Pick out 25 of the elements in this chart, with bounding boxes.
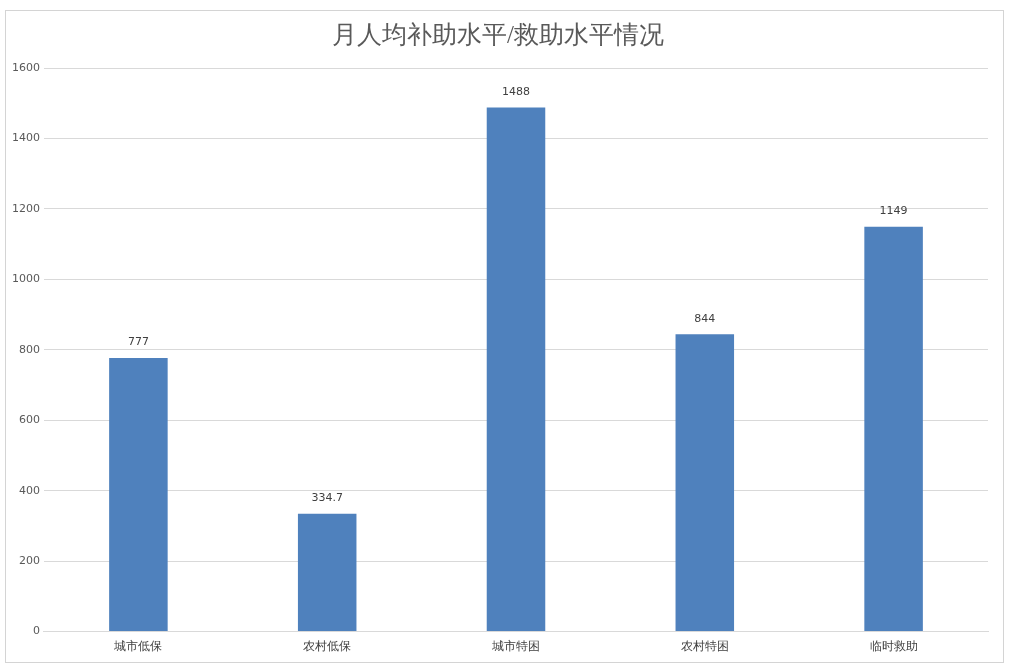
bar — [675, 334, 735, 632]
y-tick-label: 1400 — [11, 131, 40, 145]
x-tick-label: 临时救助 — [869, 638, 918, 653]
chart-title: 月人均补助水平/救助水平情况 — [332, 20, 664, 48]
y-tick-label: 0 — [32, 624, 40, 638]
x-tick-label: 城市特困 — [491, 638, 540, 653]
y-tick-label: 1000 — [11, 272, 40, 286]
bar — [486, 107, 546, 632]
data-label: 1488 — [502, 84, 530, 98]
x-tick-label: 农村特困 — [680, 638, 729, 653]
y-tick-label: 600 — [18, 413, 40, 427]
bar — [297, 513, 357, 632]
data-label: 1149 — [879, 204, 908, 218]
y-tick-label: 200 — [18, 554, 40, 568]
data-label: 777 — [127, 335, 149, 349]
y-tick-label: 1600 — [11, 60, 40, 74]
bar — [864, 226, 923, 632]
x-tick-label: 城市低保 — [113, 638, 163, 653]
bar — [109, 357, 168, 632]
y-tick-label: 400 — [18, 483, 40, 497]
data-label: 334.7 — [311, 491, 343, 505]
x-tick-label: 农村低保 — [303, 638, 352, 653]
data-label: 844 — [694, 311, 716, 325]
y-tick-label: 1200 — [11, 201, 40, 215]
y-tick-label: 800 — [18, 342, 40, 356]
